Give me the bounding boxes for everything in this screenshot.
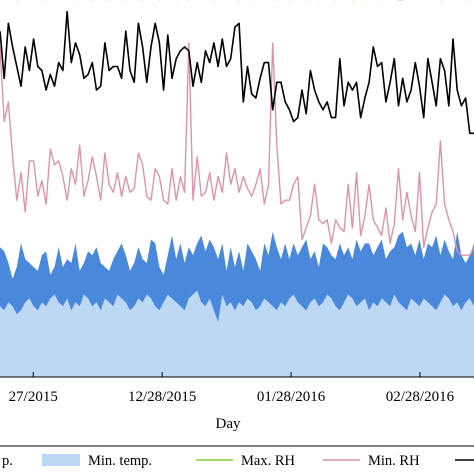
legend-label: Min. temp.: [88, 453, 152, 469]
legend-label: Min. RH: [368, 453, 420, 469]
legend-label: p.: [2, 453, 13, 469]
x-axis-ticks: 27/2015 12/28/2015 01/28/2016 02/28/2016: [9, 372, 455, 405]
series-min-rh-line: [0, 42, 474, 256]
x-tick-label: 12/28/2015: [128, 389, 196, 405]
legend-label: Max. RH: [241, 453, 296, 469]
x-tick-label: 27/2015: [9, 389, 58, 405]
x-tick-label: 01/28/2016: [257, 389, 326, 405]
x-axis-title: Day: [216, 416, 241, 432]
legend-swatch: [42, 454, 80, 466]
legend: p. Min. temp. Max. RH Min. RH: [2, 453, 474, 469]
series-min-temp-area: [0, 290, 474, 377]
plot-area: [0, 0, 474, 377]
x-tick-label: 02/28/2016: [386, 389, 455, 405]
series-avg-rh-line: [0, 10, 474, 135]
